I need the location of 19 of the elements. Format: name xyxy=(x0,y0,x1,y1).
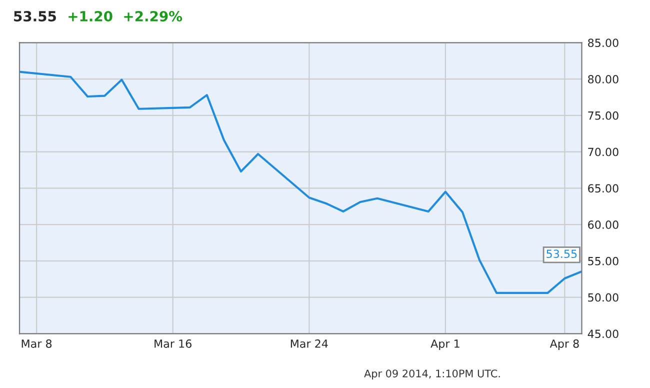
chart-subtitle: +1.20 +2.29% xyxy=(68,10,182,22)
y-tick-label: 75.00 xyxy=(588,111,618,120)
y-tick-label: 80.00 xyxy=(588,75,618,84)
y-tick-label: 85.00 xyxy=(588,38,618,48)
y-tick-label: 60.00 xyxy=(588,220,618,229)
chart-title: 53.55 xyxy=(14,10,56,22)
y-tick-label: 50.00 xyxy=(588,293,618,302)
y-tick-label: 70.00 xyxy=(588,148,618,156)
line-series xyxy=(20,70,582,294)
y-tick-label: 65.00 xyxy=(588,184,618,193)
y-tick-label: 45.00 xyxy=(588,330,618,338)
text: Apr 09 2014, 1:10PM UTC. xyxy=(364,370,500,380)
x-tick-label: Mar 8 xyxy=(22,339,52,348)
x-tick-label: Apr 1 xyxy=(430,340,460,350)
y-tick-label: 55.00 xyxy=(588,256,618,266)
data-label: 53.55 xyxy=(546,250,577,258)
x-tick-label: Mar 24 xyxy=(290,339,328,348)
x-tick-label: Mar 16 xyxy=(154,339,192,348)
x-tick-label: Apr 8 xyxy=(550,339,579,350)
